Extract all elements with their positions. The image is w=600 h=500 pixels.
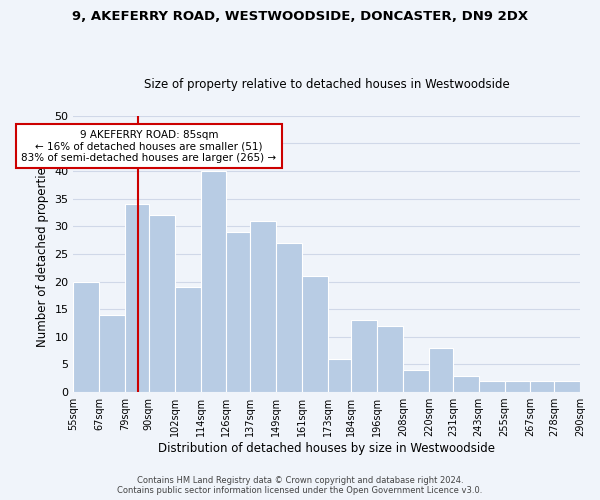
Bar (554, 381, 580, 392)
Bar (125, 204, 149, 392)
Text: 9, AKEFERRY ROAD, WESTWOODSIDE, DONCASTER, DN9 2DX: 9, AKEFERRY ROAD, WESTWOODSIDE, DONCASTE… (72, 10, 528, 23)
Text: 9 AKEFERRY ROAD: 85sqm
← 16% of detached houses are smaller (51)
83% of semi-det: 9 AKEFERRY ROAD: 85sqm ← 16% of detached… (21, 130, 277, 163)
Bar (149, 215, 175, 392)
Bar (505, 381, 530, 392)
X-axis label: Distribution of detached houses by size in Westwoodside: Distribution of detached houses by size … (158, 442, 495, 455)
Bar (302, 276, 328, 392)
Bar (453, 376, 479, 392)
Bar (403, 370, 429, 392)
Bar (479, 381, 505, 392)
Text: Contains HM Land Registry data © Crown copyright and database right 2024.
Contai: Contains HM Land Registry data © Crown c… (118, 476, 482, 495)
Y-axis label: Number of detached properties: Number of detached properties (36, 161, 49, 347)
Bar (328, 359, 352, 392)
Bar (530, 381, 554, 392)
Bar (429, 348, 453, 392)
Bar (352, 320, 377, 392)
Bar (377, 326, 403, 392)
Bar (175, 287, 200, 392)
Bar (250, 221, 276, 392)
Bar (99, 314, 125, 392)
Bar (200, 171, 226, 392)
Bar (226, 232, 250, 392)
Title: Size of property relative to detached houses in Westwoodside: Size of property relative to detached ho… (144, 78, 509, 91)
Bar (73, 282, 99, 392)
Bar (276, 243, 302, 392)
